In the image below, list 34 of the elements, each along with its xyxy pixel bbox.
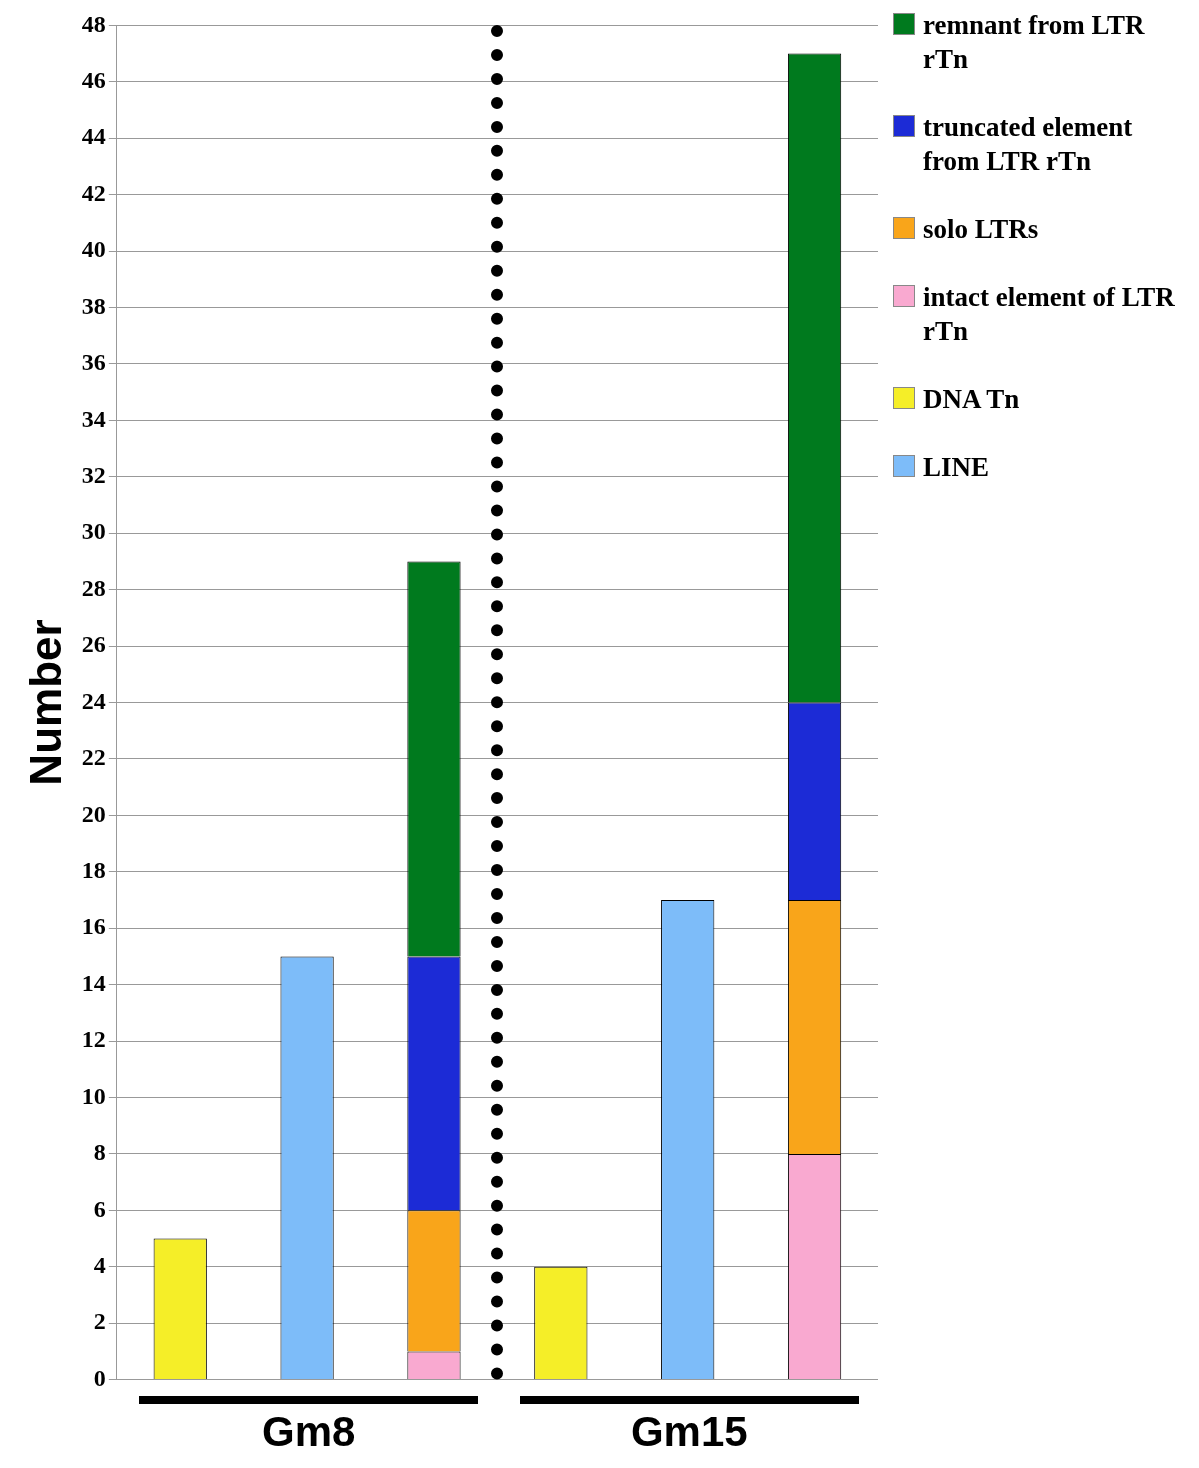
legend-label: solo LTRs <box>923 213 1039 246</box>
y-tick-label: 12 <box>81 1026 106 1053</box>
y-tick-label: 20 <box>81 800 106 827</box>
text: Gm15 <box>629 1407 749 1456</box>
y-tick-label: 46 <box>81 67 106 94</box>
y-tick-label: 2 <box>93 1308 106 1335</box>
y-tick-label: 18 <box>81 856 106 883</box>
legend-label: intact element of LTR rTn <box>923 281 1176 348</box>
y-axis-title: Number <box>20 619 70 786</box>
y-tick-label: 28 <box>81 574 106 601</box>
y-tick-label: 10 <box>81 1082 106 1109</box>
y-tick-label: 6 <box>93 1195 106 1222</box>
text: Gm8 <box>261 1407 357 1456</box>
y-tick-label: 0 <box>93 1364 106 1391</box>
y-tick-label: 14 <box>81 969 106 996</box>
legend-label: DNA Tn <box>923 383 1020 416</box>
y-tick-label: 30 <box>81 518 106 545</box>
legend-label: LINE <box>923 451 990 484</box>
y-tick-label: 34 <box>81 405 106 432</box>
y-tick-label: 36 <box>81 349 106 376</box>
y-tick-label: 22 <box>81 744 106 771</box>
legend-label: truncated element from LTR rTn <box>923 111 1134 178</box>
y-tick-label: 4 <box>93 1251 106 1278</box>
y-tick-label: 40 <box>81 236 106 263</box>
y-tick-label: 24 <box>81 687 106 714</box>
y-tick-label: 32 <box>81 462 106 488</box>
legend-label: remnant from LTR rTn <box>923 9 1146 76</box>
y-tick-label: 38 <box>81 292 106 319</box>
y-tick-label: 42 <box>81 179 106 206</box>
y-tick-label: 26 <box>81 631 106 658</box>
y-tick-label: 16 <box>81 913 106 940</box>
y-tick-label: 48 <box>81 10 106 37</box>
y-tick-label: 44 <box>81 123 106 150</box>
y-tick-label: 8 <box>93 1139 106 1166</box>
